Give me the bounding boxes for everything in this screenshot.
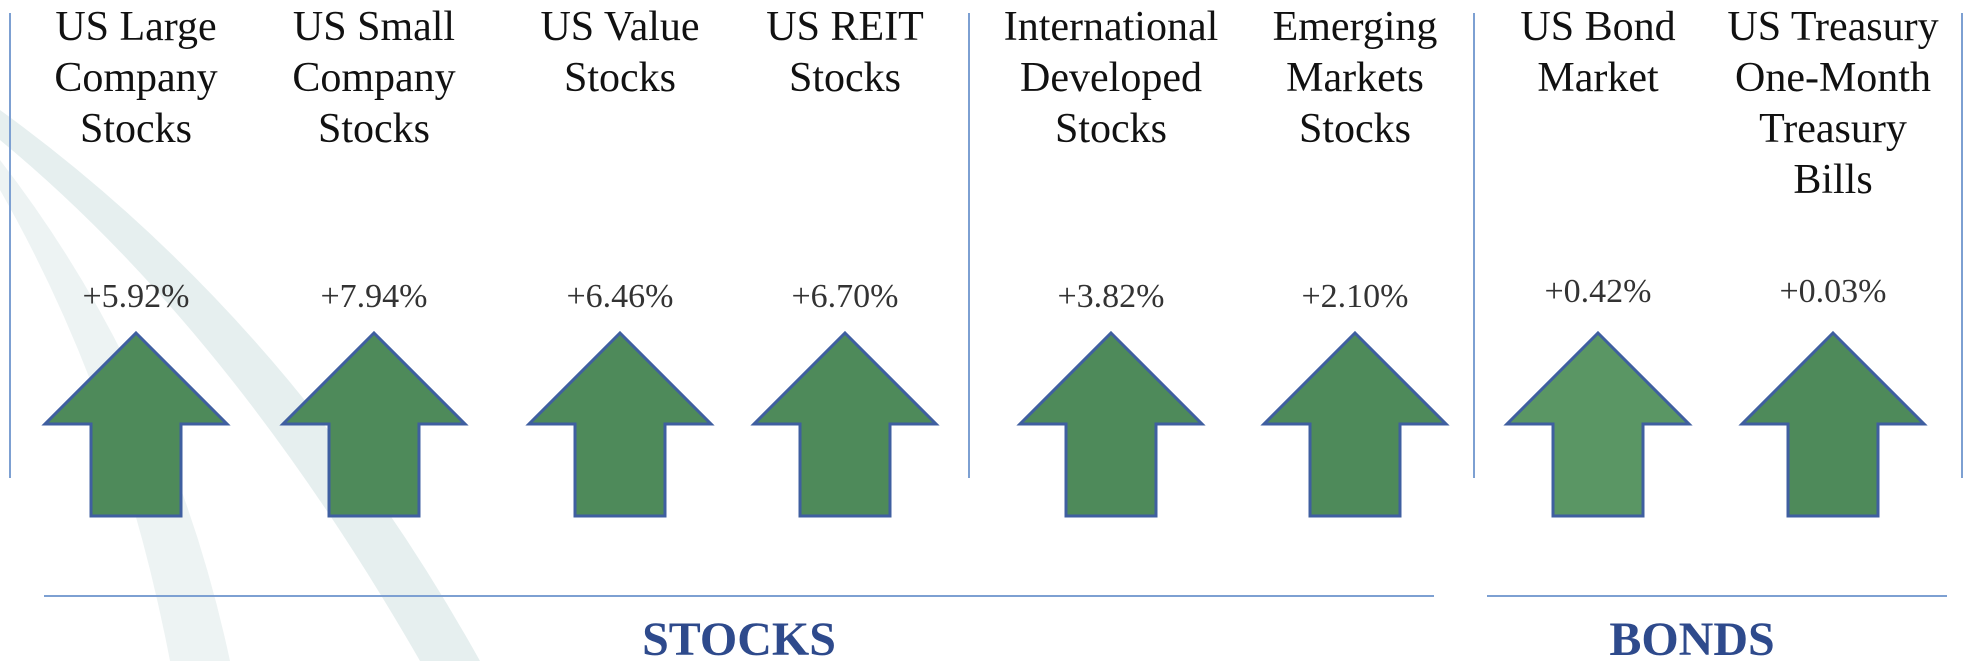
column-label: Bills xyxy=(1793,157,1872,203)
background-swoosh xyxy=(0,110,480,661)
column-label: Markets xyxy=(1286,55,1424,101)
column-label: International xyxy=(1004,4,1219,50)
up-arrow xyxy=(41,330,231,518)
column-label: US REIT xyxy=(766,4,924,50)
column-value: +6.70% xyxy=(792,278,899,315)
up-arrow xyxy=(525,330,715,518)
up-arrow xyxy=(750,330,940,518)
column-label: Developed xyxy=(1020,55,1202,101)
column-label: Stocks xyxy=(1055,106,1167,152)
column-value: +2.10% xyxy=(1302,278,1409,315)
column-label: US Treasury xyxy=(1727,4,1938,50)
column-label: US Value xyxy=(540,4,699,50)
column-label: One-Month xyxy=(1735,55,1931,101)
column-label: Market xyxy=(1537,55,1659,101)
column-value: +7.94% xyxy=(321,278,428,315)
up-arrow xyxy=(1016,330,1206,518)
column-label: Company xyxy=(292,55,455,101)
column-value: +3.82% xyxy=(1058,278,1165,315)
column-label: Stocks xyxy=(80,106,192,152)
column-label: Stocks xyxy=(1299,106,1411,152)
column-label: US Small xyxy=(293,4,455,50)
column-label: Stocks xyxy=(318,106,430,152)
column-label: Stocks xyxy=(789,55,901,101)
column-value: +0.42% xyxy=(1545,273,1652,310)
column-label: Emerging xyxy=(1273,4,1438,50)
column-label: Treasury xyxy=(1759,106,1907,152)
up-arrow xyxy=(1260,330,1450,518)
column-label: Company xyxy=(54,55,217,101)
column-value: +5.92% xyxy=(83,278,190,315)
column-label: US Large xyxy=(55,4,216,50)
up-arrow xyxy=(279,330,469,518)
column-value: +0.03% xyxy=(1780,273,1887,310)
column-value: +6.46% xyxy=(567,278,674,315)
up-arrow xyxy=(1738,330,1928,518)
column-label: US Bond xyxy=(1520,4,1675,50)
group-label: STOCKS xyxy=(642,613,836,661)
group-label: BONDS xyxy=(1609,613,1774,661)
up-arrow xyxy=(1503,330,1693,518)
column-label: Stocks xyxy=(564,55,676,101)
